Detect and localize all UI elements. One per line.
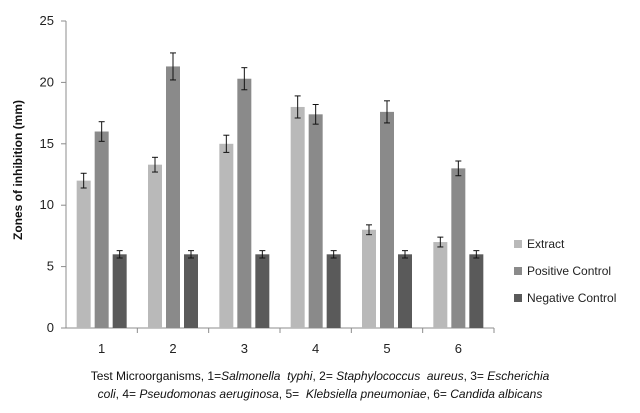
y-tick-label: 20 bbox=[40, 74, 54, 89]
bars bbox=[76, 52, 484, 329]
legend-label: Extract bbox=[527, 237, 565, 251]
x-tick-label: 5 bbox=[383, 341, 390, 356]
bar bbox=[326, 254, 341, 328]
y-tick-label: 5 bbox=[47, 259, 54, 274]
axes: 0 5 10 15 20 25 1 2 3 4 5 6 bbox=[40, 13, 495, 356]
bar bbox=[255, 254, 270, 328]
bar bbox=[362, 229, 376, 328]
x-axis-caption-line-2: coli, 4= Pseudomonas aeruginosa, 5= Kleb… bbox=[0, 387, 640, 401]
x-tick-label: 4 bbox=[312, 341, 319, 356]
bar bbox=[94, 131, 109, 328]
legend-label: Negative Control bbox=[527, 291, 616, 305]
bar bbox=[469, 254, 484, 328]
caption-text-segment: Escherichia bbox=[487, 369, 550, 383]
x-axis-caption-line-1: Test Microorganisms, 1=Salmonella typhi,… bbox=[0, 369, 640, 383]
caption-text-segment: Salmonella typhi bbox=[221, 369, 313, 383]
caption-text-segment: , 2= bbox=[312, 369, 337, 383]
x-tick-label: 1 bbox=[98, 341, 105, 356]
caption-text-segment: , 6= bbox=[426, 387, 451, 401]
caption-text-segment: Staphylococcus aureus bbox=[336, 369, 464, 383]
bar bbox=[451, 168, 466, 328]
legend: Extract Positive Control Negative Control bbox=[514, 237, 616, 305]
y-tick-label: 25 bbox=[40, 13, 54, 28]
legend-swatch bbox=[514, 294, 522, 302]
bar bbox=[290, 106, 305, 329]
bar bbox=[308, 114, 323, 328]
caption-text-segment: Klebsiella pneumoniae bbox=[305, 387, 427, 401]
x-tick-label: 2 bbox=[169, 341, 176, 356]
caption-text-segment: Pseudomonas aeruginosa bbox=[139, 387, 279, 401]
y-tick-label: 0 bbox=[47, 320, 54, 335]
bar bbox=[166, 66, 180, 328]
caption-text-segment: Candida albicans bbox=[450, 387, 543, 401]
caption-text-segment: , 4= bbox=[115, 387, 140, 401]
bar bbox=[433, 242, 448, 328]
legend-label: Positive Control bbox=[527, 264, 611, 278]
bar bbox=[237, 78, 252, 328]
x-tick-label: 6 bbox=[455, 341, 462, 356]
y-tick-label: 15 bbox=[40, 136, 54, 151]
caption-text-segment: , 5= bbox=[278, 387, 306, 401]
legend-swatch bbox=[514, 267, 522, 275]
bar bbox=[398, 254, 412, 328]
bar-chart: 0 5 10 15 20 25 1 2 3 4 5 6 Extract Positive Control… bbox=[11, 13, 616, 356]
bar bbox=[184, 254, 198, 328]
legend-swatch bbox=[514, 240, 522, 248]
bar bbox=[219, 143, 234, 328]
bar bbox=[76, 180, 91, 328]
caption-text-segment: , 3= bbox=[463, 369, 488, 383]
bar bbox=[380, 111, 394, 328]
caption-text-segment: Test Microorganisms, 1= bbox=[90, 369, 222, 383]
y-axis-label: Zones of inhibition (mm) bbox=[11, 100, 25, 240]
bar bbox=[148, 164, 162, 328]
bar bbox=[112, 254, 127, 328]
x-tick-label: 3 bbox=[241, 341, 248, 356]
y-tick-label: 10 bbox=[40, 197, 54, 212]
caption-text-segment: coli bbox=[97, 387, 116, 401]
